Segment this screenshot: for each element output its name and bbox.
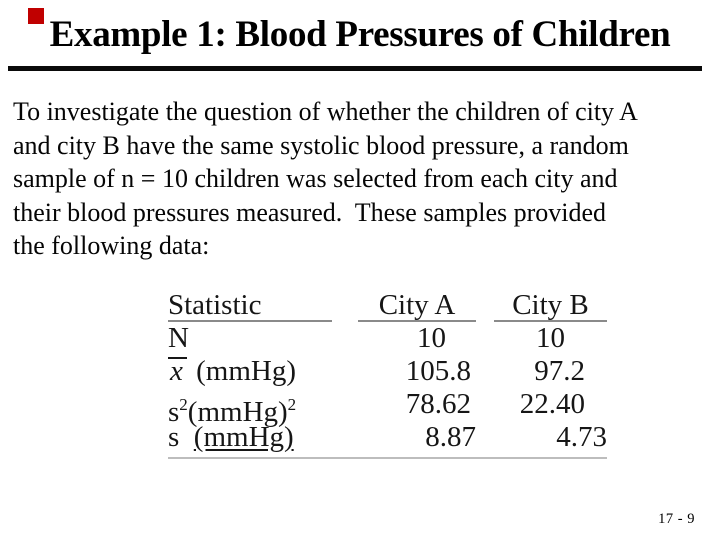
label-part-text: (mmHg) [187, 396, 288, 428]
table-row: s2(mmHg)2 78.62 22.40 [168, 388, 607, 428]
body-paragraph: To investigate the question of whether t… [13, 95, 713, 263]
body-text-line: the following data: [13, 231, 210, 260]
table-body: N 10 10 x (mmHg) 105.8 97.2 s2(mmHg)2 78… [168, 322, 607, 454]
label-part-text: (mmHg) [188, 355, 296, 387]
city-a-value: 10 [417, 322, 446, 354]
statistic-label: s (mmHg) [168, 421, 332, 454]
body-text-line: their blood pressures measured. These sa… [13, 197, 607, 227]
label-part-sup: 2 [179, 395, 188, 414]
body-text-line: and city B have the same systolic blood … [13, 130, 629, 160]
statistic-label: s2(mmHg)2 [168, 388, 332, 428]
label-part-text: N [168, 322, 189, 354]
label-part-text: s [168, 421, 194, 453]
body-text-line: sample of n = 10 children was selected f… [13, 164, 618, 193]
city-a-value: 105.8 [405, 355, 471, 387]
title-divider [8, 66, 702, 71]
label-part-text: s [168, 396, 180, 428]
statistic-label: N [168, 322, 332, 355]
table-header-row: Statistic City A City B [168, 290, 607, 322]
column-header-statistic: Statistic [168, 290, 332, 322]
label-part-underline: (mmHg) [193, 421, 294, 453]
city-a-value: 8.87 [425, 421, 476, 453]
city-a-value: 78.62 [405, 388, 471, 420]
column-header-city-a: City A [358, 290, 476, 322]
table-row: N 10 10 [168, 322, 607, 355]
label-part-sup: 2 [287, 395, 297, 414]
label-part-xbar: x [168, 357, 187, 385]
red-accent-square [28, 8, 44, 24]
city-b-value: 97.2 [534, 355, 585, 387]
city-b-value: 4.73 [556, 421, 607, 453]
slide-number: 17 - 9 [658, 511, 695, 527]
table-row: x (mmHg) 105.8 97.2 [168, 355, 607, 388]
body-text-line: To investigate the question of whether t… [13, 97, 638, 126]
page-title: Example 1: Blood Pressures of Children [49, 14, 671, 55]
table-row: s (mmHg) 8.87 4.73 [168, 421, 607, 454]
city-b-value: 22.40 [519, 388, 585, 420]
city-b-value: 10 [536, 322, 565, 354]
statistic-label: x (mmHg) [168, 355, 332, 388]
column-header-city-b: City B [494, 290, 607, 322]
statistics-table: Statistic City A City B N 10 10 x (mmHg)… [168, 290, 607, 459]
